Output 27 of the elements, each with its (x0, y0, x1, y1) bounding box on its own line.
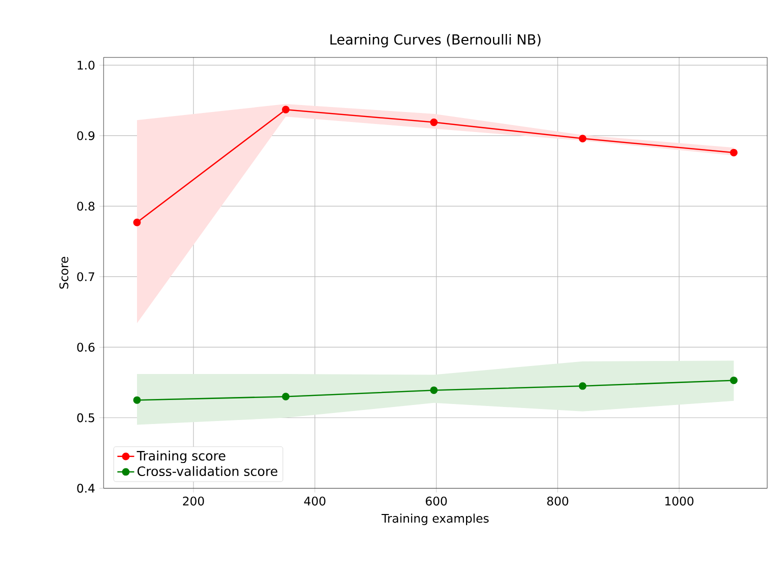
y-tick-label: 0.5 (77, 413, 94, 422)
point (578, 134, 586, 143)
point (282, 106, 290, 114)
legend-label: Training score (136, 450, 226, 464)
y-tick-label: 0.9 (77, 131, 94, 140)
x-tick-label: 800 (547, 496, 568, 506)
point (133, 396, 141, 404)
y-tick-label: 0.8 (77, 202, 94, 211)
y-tick-label: 1.0 (78, 60, 94, 70)
point (430, 386, 438, 394)
x-tick-label: 400 (304, 496, 326, 506)
x-axis-title: Training examples (382, 514, 489, 526)
y-tick-label: 0.7 (77, 272, 94, 282)
point (730, 376, 738, 384)
x-tick-label: 1000 (665, 496, 694, 506)
y-axis-title: Score (59, 257, 68, 289)
y-tick-label: 0.6 (77, 342, 95, 352)
y-tick-label: 0.4 (77, 484, 95, 493)
point (282, 393, 290, 401)
point (430, 118, 438, 126)
point (133, 218, 141, 226)
point (730, 149, 738, 157)
legend-label: Cross-validation score (138, 466, 278, 476)
point (578, 382, 586, 390)
x-tick-label: 600 (426, 496, 447, 506)
x-tick-label: 200 (183, 496, 204, 506)
chart-title: Learning Curves (Bernoulli NB) (330, 34, 540, 48)
